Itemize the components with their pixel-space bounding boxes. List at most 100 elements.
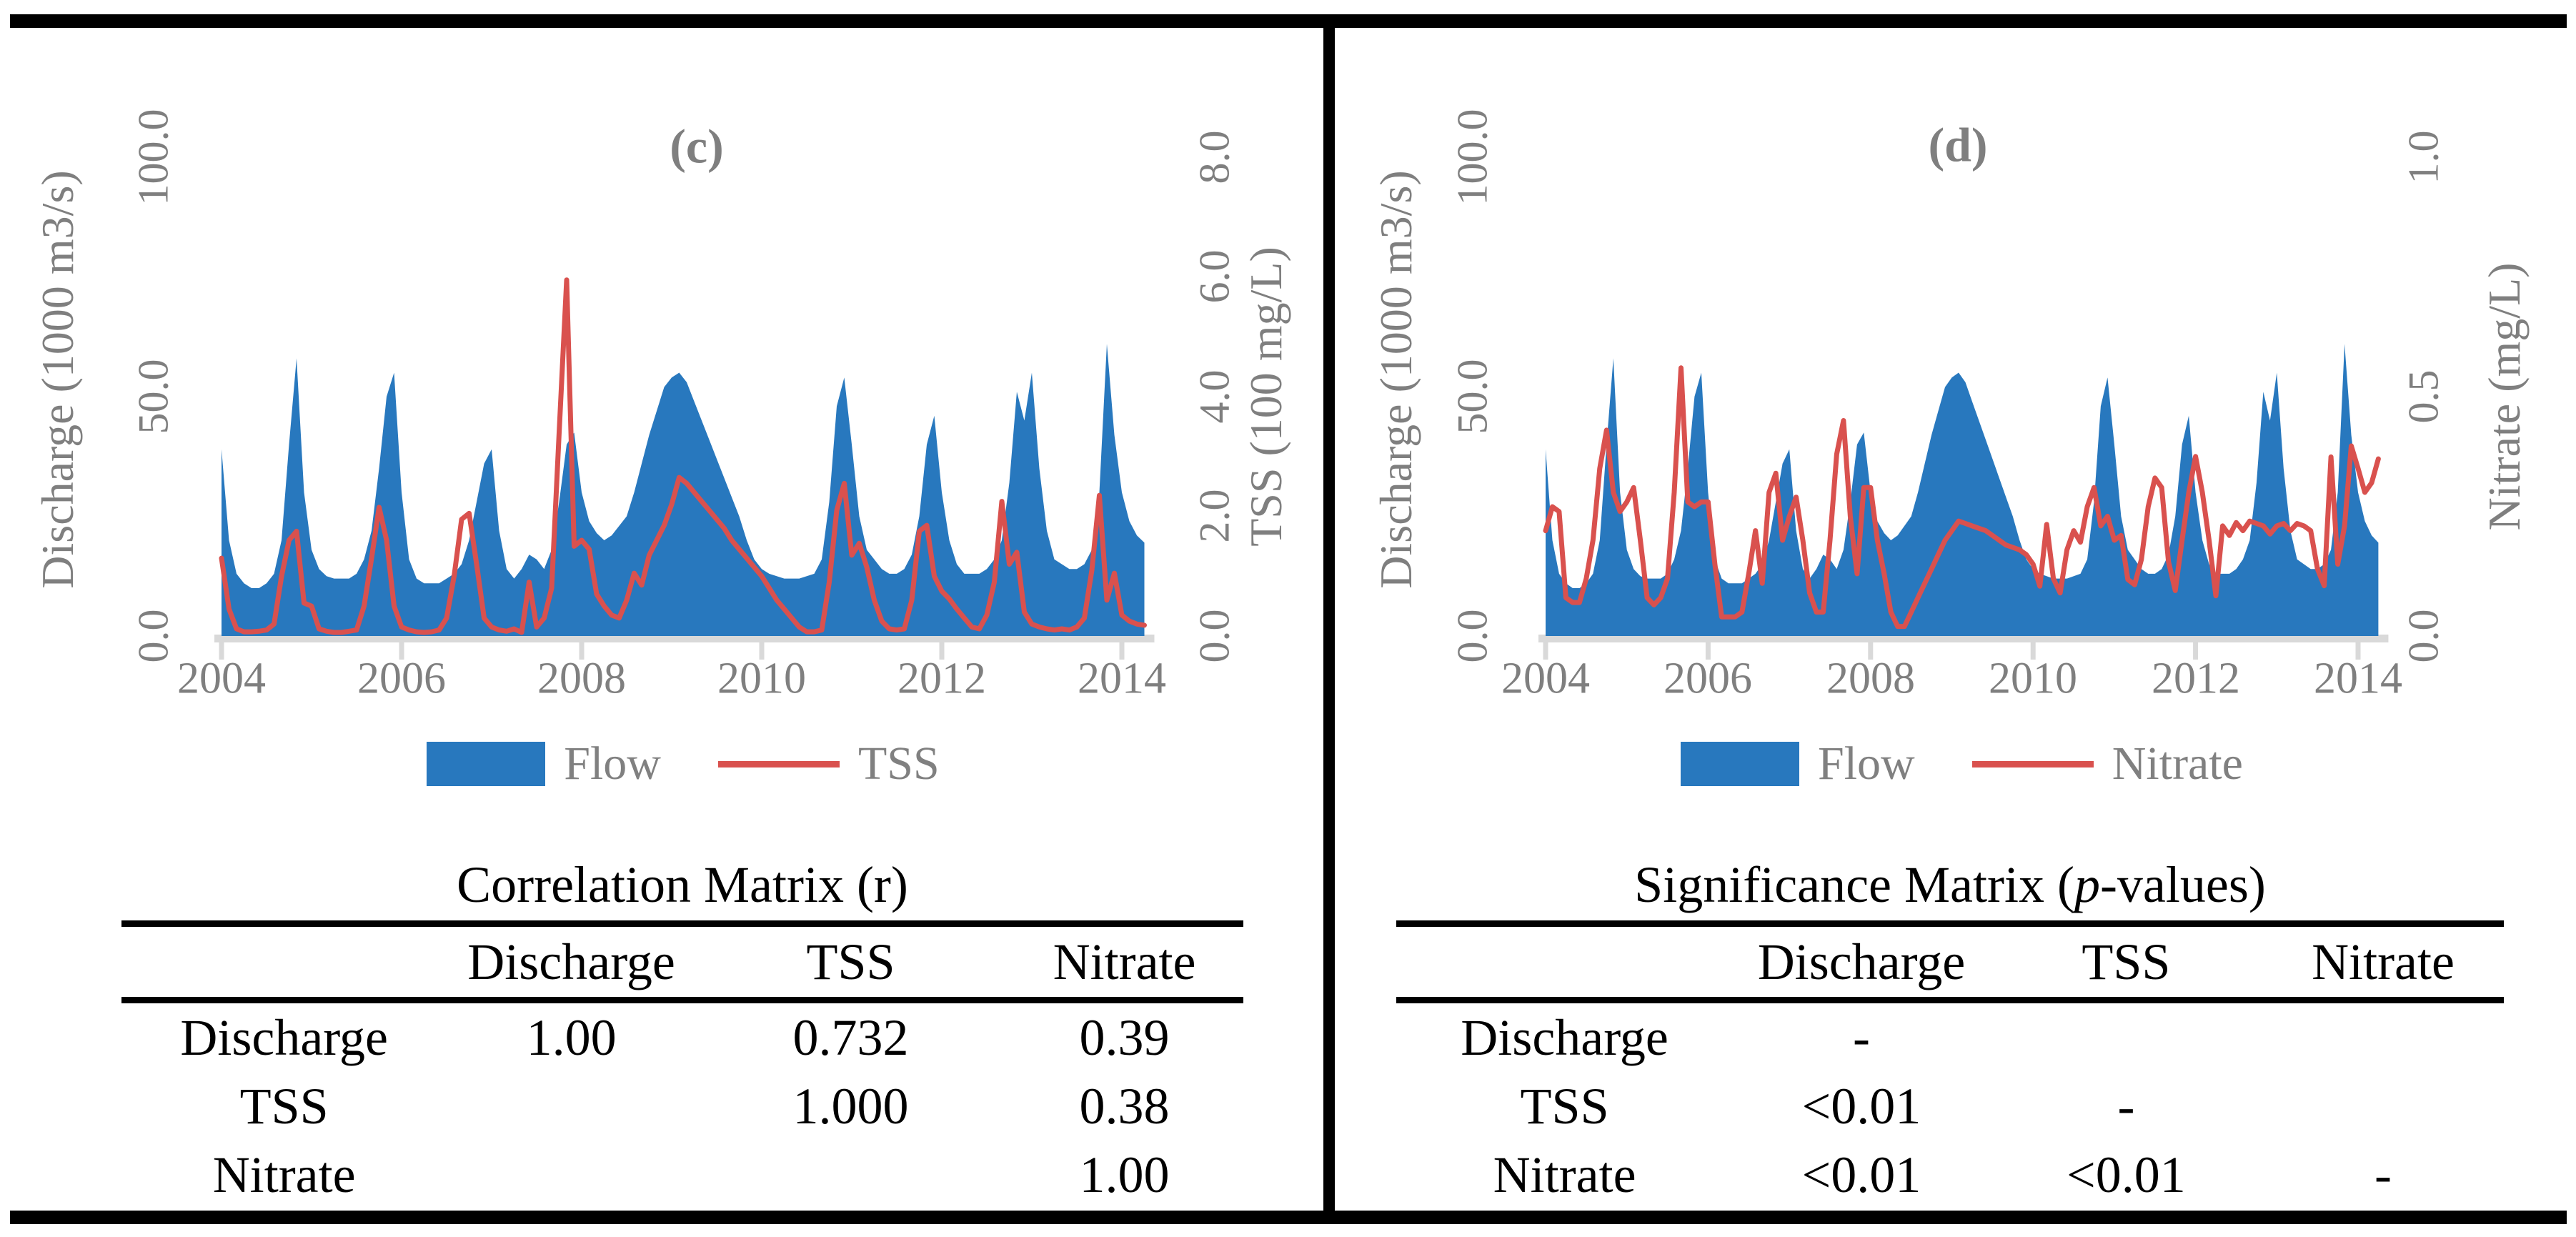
panel-title: (c) [670,119,724,174]
row-label: TSS [239,1077,329,1135]
header-cell: Nitrate [1053,933,1196,990]
value-cell: 1.000 [792,1077,909,1135]
legend-nitrate-label: Nitrate [2112,737,2243,790]
flow-area-series [1546,344,2379,636]
table-title-italic: p [2074,856,2100,913]
right-axis-tick: 0.5 [2400,369,2447,424]
value-cell: - [1852,1008,1870,1066]
frame-top-border [10,14,2567,28]
flow-tss-chart [214,277,1155,660]
left-axis-tick: 50.0 [129,359,177,434]
legend-item-tss: TSS [717,737,940,791]
value-cell [696,1141,1005,1209]
tss-line-swatch [717,760,840,767]
correlation-matrix-table: Correlation Matrix (r) Discharge TSS Nit… [121,850,1243,1209]
flow-area-swatch [1681,742,1800,786]
table-header-row: Discharge TSS Nitrate [121,927,1243,1003]
table-row: Discharge 1.00 0.732 0.39 [121,1003,1243,1072]
frame-center-divider [1323,28,1335,1211]
value-cell: - [2374,1146,2392,1203]
x-axis-tick: 2010 [717,654,806,703]
value-cell [447,1072,696,1141]
table-row: Nitrate 1.00 [121,1141,1243,1209]
value-cell: 0.732 [792,1008,909,1066]
table-title: Significance Matrix (p -values) [1396,850,2504,920]
header-cell: Nitrate [2312,933,2455,990]
value-cell: 0.38 [1079,1077,1170,1135]
header-cell: TSS [806,933,895,990]
right-axis-title: Nitrate (mg/L) [2479,262,2530,531]
header-cell [1396,927,1733,997]
x-axis-tick: 2004 [1501,654,1590,703]
legend: Flow TSS [222,735,1145,793]
legend-tss-label: TSS [857,737,940,790]
table-grid: Discharge TSS Nitrate Discharge 1.00 0.7… [121,920,1243,1209]
left-axis-title: Discharge (1000 m3/s) [32,170,83,589]
header-cell: Discharge [467,933,675,990]
row-label: Discharge [180,1008,388,1066]
x-axis-tick: 2008 [1826,654,1915,703]
header-cell: TSS [2082,933,2171,990]
x-axis-tick: 2014 [2314,654,2402,703]
value-cell: <0.01 [2067,1146,2186,1203]
legend-flow-label: Flow [564,737,661,790]
left-axis-tick: 0.0 [129,609,177,663]
legend-item-flow: Flow [427,737,661,791]
value-cell: 1.00 [1079,1146,1170,1203]
right-axis-tick: 1.0 [2400,130,2447,184]
x-axis-tick: 2012 [897,654,986,703]
right-axis-title: TSS (100 mg/L) [1240,247,1291,547]
right-axis-tick: 8.0 [1190,130,1238,184]
row-label: TSS [1520,1077,1609,1135]
right-axis-tick: 6.0 [1190,249,1238,304]
value-cell: 0.39 [1079,1008,1170,1066]
left-axis-tick: 0.0 [1448,609,1496,663]
table-grid: Discharge TSS Nitrate Discharge - TSS <0… [1396,920,2504,1209]
panel-title: (d) [1928,117,1988,172]
row-label: Nitrate [212,1146,356,1203]
panel-d: (d) Discharge (1000 m3/s) 0.0 50.0 100.0… [1335,28,2565,1211]
left-axis-title: Discharge (1000 m3/s) [1371,170,1421,589]
value-cell [2262,1003,2504,1072]
value-cell: 1.00 [526,1008,617,1066]
legend-item-flow: Flow [1681,737,1915,791]
panel-c: (c) Discharge (1000 m3/s) 0.0 50.0 100.0… [14,28,1323,1211]
table-title-suffix: -values) [2099,856,2266,913]
x-axis-tick: 2010 [1989,654,2077,703]
right-axis-tick: 2.0 [1190,489,1238,543]
x-axis-tick: 2008 [537,654,626,703]
x-axis-tick: 2012 [2152,654,2240,703]
nitrate-line-series [1543,365,2381,630]
right-axis-tick: 0.0 [1190,609,1238,663]
table-row: Discharge - [1396,1003,2504,1072]
significance-matrix-table: Significance Matrix (p -values) Discharge… [1396,850,2504,1209]
value-cell [1990,1003,2262,1072]
right-axis-tick: 4.0 [1190,369,1238,424]
left-axis-tick: 100.0 [129,109,177,206]
table-row: TSS <0.01 - [1396,1072,2504,1141]
legend-flow-label: Flow [1818,737,1915,790]
value-cell: - [2117,1077,2135,1135]
value-cell: <0.01 [1801,1077,1921,1135]
table-title-text: Significance Matrix ( [1634,856,2074,913]
legend: Flow Nitrate [1546,735,2378,793]
value-cell: <0.01 [1801,1146,1921,1203]
row-label: Nitrate [1493,1146,1636,1203]
flow-nitrate-chart [1538,344,2389,660]
header-cell: Discharge [1757,933,1966,990]
header-cell [121,927,447,997]
x-axis-tick: 2006 [1664,654,1752,703]
legend-item-nitrate: Nitrate [1971,737,2243,791]
row-label: Discharge [1461,1008,1669,1066]
flow-area-series [222,344,1145,636]
value-cell [2262,1072,2504,1141]
nitrate-line-swatch [1971,760,2094,767]
table-header-row: Discharge TSS Nitrate [1396,927,2504,1003]
right-axis-tick: 0.0 [2400,609,2447,663]
table-row: Nitrate <0.01 <0.01 - [1396,1141,2504,1209]
table-title: Correlation Matrix (r) [121,850,1243,920]
table-title-text: Correlation Matrix (r) [457,856,908,913]
x-axis-tick: 2004 [177,654,266,703]
frame-bottom-border [10,1211,2567,1224]
left-axis-tick: 50.0 [1448,359,1496,434]
